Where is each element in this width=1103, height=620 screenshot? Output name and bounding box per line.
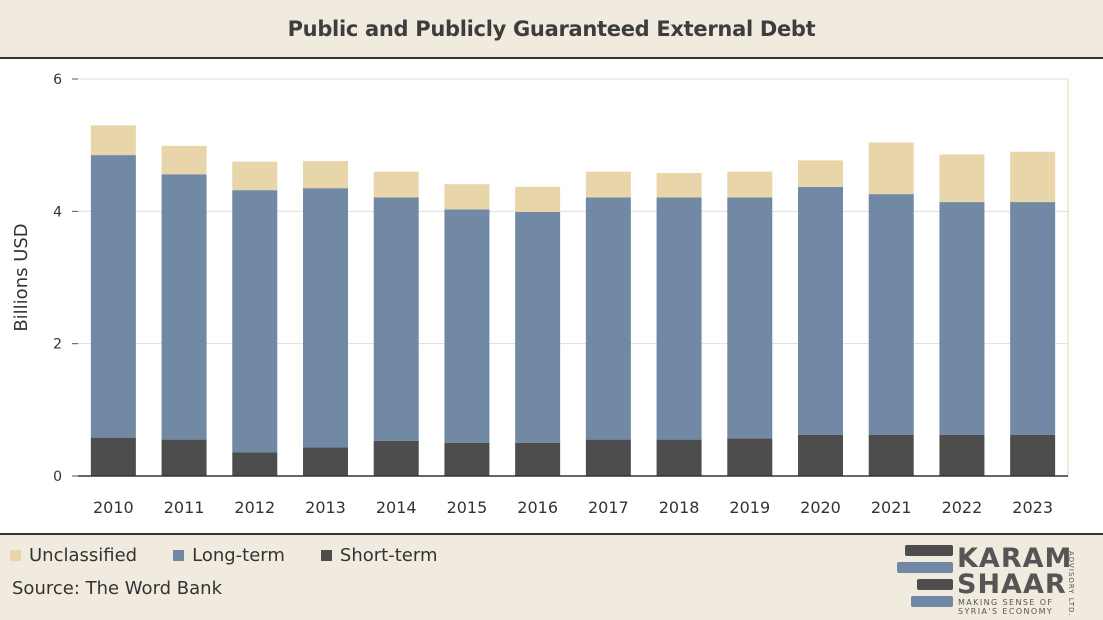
plot-area: 0 2 4 6 2010 2011 2012 2013 2014 2015 2016 2017 2018… xyxy=(0,59,1103,535)
axes: 0 2 4 6 2010 2011 2012 2013 2014 2015 2016 2017 2018… xyxy=(11,72,1069,517)
bar-short-term-2021 xyxy=(868,434,914,476)
bar-short-term-2015 xyxy=(444,442,490,476)
logo-bar-icon xyxy=(911,596,953,607)
bar-unclassified-2023 xyxy=(1010,151,1056,203)
bar-short-term-2013 xyxy=(303,447,348,476)
bar-short-term-2012 xyxy=(232,452,278,476)
bar-unclassified-2015 xyxy=(444,184,490,210)
logo-tagline-1: MAKING SENSE OF xyxy=(958,598,1054,607)
x-tick-label: 2013 xyxy=(305,498,346,517)
legend-label: Short-term xyxy=(339,545,438,566)
bar-long-term-2019 xyxy=(727,197,773,439)
bar-unclassified-2013 xyxy=(303,161,348,189)
legend-label: Long-term xyxy=(192,545,285,566)
bar-short-term-2022 xyxy=(939,434,985,476)
bar-chart: 0 2 4 6 2010 2011 2012 2013 2014 2015 2016 2017 2018… xyxy=(11,72,1069,517)
bar-unclassified-2021 xyxy=(868,142,914,195)
legend-swatch xyxy=(173,550,185,561)
bar-long-term-2016 xyxy=(515,211,561,443)
bar-short-term-2011 xyxy=(161,439,207,476)
bar-short-term-2014 xyxy=(373,440,419,476)
x-tick-label: 2023 xyxy=(1012,498,1053,517)
y-tick-label: 0 xyxy=(53,469,62,485)
legend-swatch xyxy=(320,550,332,561)
bar-long-term-2017 xyxy=(585,197,631,440)
chart-title: Public and Publicly Guaranteed External … xyxy=(287,16,816,41)
x-tick-label: 2012 xyxy=(234,498,275,517)
bar-long-term-2023 xyxy=(1010,202,1056,435)
bar-long-term-2015 xyxy=(444,209,490,443)
bar-short-term-2017 xyxy=(585,439,631,476)
bar-long-term-2012 xyxy=(232,190,278,453)
bar-unclassified-2017 xyxy=(585,171,631,198)
bars xyxy=(90,125,1056,476)
bar-unclassified-2014 xyxy=(373,171,419,198)
bar-long-term-2020 xyxy=(798,186,843,435)
bar-unclassified-2022 xyxy=(939,154,985,203)
x-tick-label: 2019 xyxy=(729,498,770,517)
bar-unclassified-2020 xyxy=(798,160,843,187)
bar-long-term-2022 xyxy=(939,202,985,435)
bar-unclassified-2019 xyxy=(727,171,773,198)
bar-short-term-2016 xyxy=(515,442,561,476)
bar-long-term-2018 xyxy=(656,197,702,440)
bar-long-term-2010 xyxy=(90,155,136,438)
x-tick-label: 2010 xyxy=(93,498,134,517)
title-bar: Public and Publicly Guaranteed External … xyxy=(0,0,1103,59)
bar-unclassified-2011 xyxy=(161,145,207,175)
bar-unclassified-2010 xyxy=(90,125,136,156)
y-tick-label: 4 xyxy=(53,204,62,220)
bar-short-term-2010 xyxy=(90,437,136,476)
x-tick-label: 2018 xyxy=(659,498,700,517)
legend: Unclassified Long-term Short-term xyxy=(10,545,437,566)
source-note: Source: The Word Bank xyxy=(12,578,223,599)
footer: Unclassified Long-term Short-term Source… xyxy=(0,535,1103,620)
legend-item-long-term: Long-term xyxy=(173,545,285,566)
bar-short-term-2019 xyxy=(727,438,773,476)
bar-unclassified-2016 xyxy=(515,186,561,212)
x-tick-label: 2011 xyxy=(164,498,205,517)
legend-item-unclassified: Unclassified xyxy=(10,545,137,566)
legend-label: Unclassified xyxy=(29,545,138,566)
x-tick-label: 2020 xyxy=(800,498,841,517)
x-tick-label: 2021 xyxy=(871,498,912,517)
y-axis-label: Billions USD xyxy=(11,223,32,331)
logo-bar-icon xyxy=(905,545,953,556)
gridlines xyxy=(78,78,1068,345)
bar-short-term-2020 xyxy=(798,434,843,476)
y-tick-label: 6 xyxy=(53,72,62,88)
bar-short-term-2018 xyxy=(656,439,702,476)
x-tick-label: 2022 xyxy=(942,498,983,517)
x-tick-label: 2014 xyxy=(376,498,417,517)
bar-unclassified-2018 xyxy=(656,172,702,198)
logo-side-text: ADVISORY LTD. xyxy=(1067,551,1075,617)
bar-long-term-2014 xyxy=(373,197,419,441)
bar-short-term-2023 xyxy=(1010,434,1056,476)
x-tick-label: 2017 xyxy=(588,498,629,517)
logo-word-1: KARAM xyxy=(957,543,1073,574)
x-tick-label: 2015 xyxy=(447,498,488,517)
bar-unclassified-2012 xyxy=(232,161,278,191)
logo-word-2: SHAAR xyxy=(957,569,1067,600)
legend-item-short-term: Short-term xyxy=(320,545,438,566)
y-tick-label: 2 xyxy=(53,337,62,353)
logo-tagline-2: SYRIA'S ECONOMY xyxy=(958,607,1054,616)
logo-bar-icon xyxy=(917,579,953,590)
logo-bar-icon xyxy=(897,562,953,573)
x-tick-label: 2016 xyxy=(517,498,558,517)
brand-logo: KARAM SHAAR MAKING SENSE OF SYRIA'S ECON… xyxy=(895,543,1095,617)
bar-long-term-2021 xyxy=(868,194,914,435)
legend-swatch xyxy=(10,550,21,561)
bar-long-term-2013 xyxy=(303,188,348,448)
bar-long-term-2011 xyxy=(161,174,207,440)
